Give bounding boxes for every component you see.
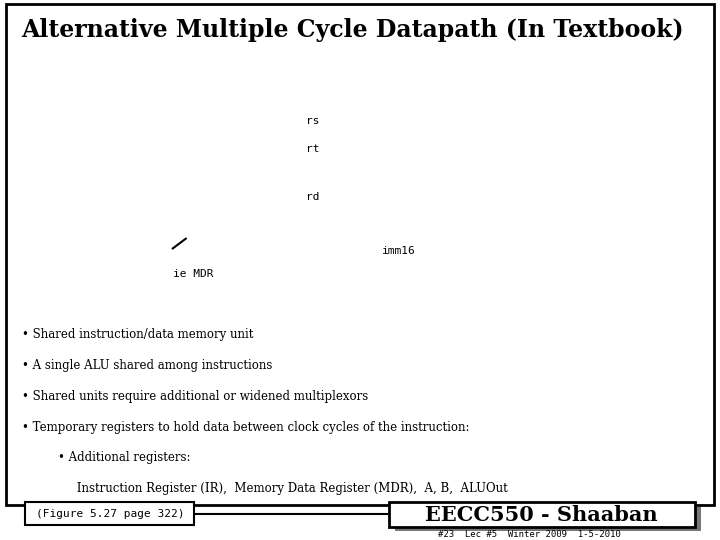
Text: rd: rd xyxy=(306,192,320,202)
Text: Alternative Multiple Cycle Datapath (In Textbook): Alternative Multiple Cycle Datapath (In … xyxy=(22,18,684,42)
Text: rs: rs xyxy=(306,117,320,126)
Text: • Additional registers:: • Additional registers: xyxy=(58,451,190,464)
FancyBboxPatch shape xyxy=(389,502,695,527)
FancyBboxPatch shape xyxy=(6,4,714,505)
Text: • Temporary registers to hold data between clock cycles of the instruction:: • Temporary registers to hold data betwe… xyxy=(22,421,469,434)
Text: Instruction Register (IR),  Memory Data Register (MDR),  A, B,  ALUOut: Instruction Register (IR), Memory Data R… xyxy=(58,482,508,495)
FancyBboxPatch shape xyxy=(25,502,194,525)
Text: • Shared units require additional or widened multiplexors: • Shared units require additional or wid… xyxy=(22,390,368,403)
Text: imm16: imm16 xyxy=(382,246,415,256)
FancyBboxPatch shape xyxy=(395,507,701,531)
Text: rt: rt xyxy=(306,144,320,153)
Text: EECC550 - Shaaban: EECC550 - Shaaban xyxy=(426,504,658,525)
Text: ie MDR: ie MDR xyxy=(173,269,213,279)
Text: (Figure 5.27 page 322): (Figure 5.27 page 322) xyxy=(35,509,184,518)
Text: • A single ALU shared among instructions: • A single ALU shared among instructions xyxy=(22,359,272,372)
Text: • Shared instruction/data memory unit: • Shared instruction/data memory unit xyxy=(22,328,253,341)
Text: #23  Lec #5  Winter 2009  1-5-2010: #23 Lec #5 Winter 2009 1-5-2010 xyxy=(438,530,621,539)
